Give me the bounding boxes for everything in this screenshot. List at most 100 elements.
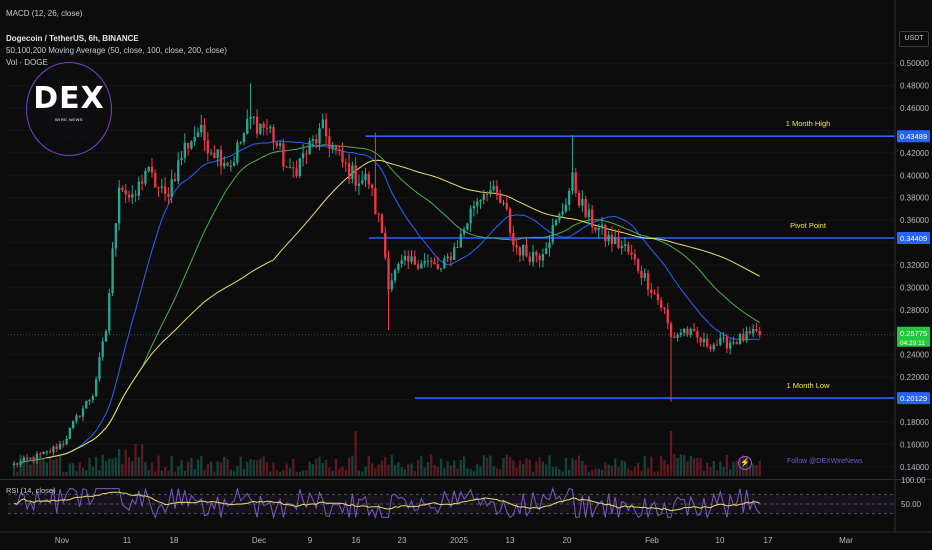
rsi-indicator-title[interactable]: RSI (14, close) <box>6 486 56 495</box>
volume-bar <box>492 466 495 476</box>
candle-body <box>666 309 669 324</box>
volume-bar <box>58 455 62 476</box>
candle-body <box>479 199 482 202</box>
candle-body <box>397 263 400 271</box>
candle-body <box>393 270 397 281</box>
volume-bar <box>85 469 88 476</box>
price-tick-label: 0.50000 <box>900 59 929 68</box>
volume-bar <box>584 464 587 476</box>
candle-body <box>324 119 328 137</box>
volume-bar <box>758 460 761 476</box>
volume-indicator-title[interactable]: Vol · DOGE <box>6 58 48 67</box>
volume-bar <box>42 458 45 476</box>
volume-bar <box>617 466 620 476</box>
ma-indicator-title[interactable]: 50,100,200 Moving Average (50, close, 10… <box>6 46 227 55</box>
volume-bar <box>656 471 660 476</box>
follow-text: Follow @DEXWireNews <box>787 458 863 465</box>
candle-body <box>699 337 702 343</box>
candle-body <box>719 337 722 345</box>
ma100-line <box>20 144 760 464</box>
candle-body <box>748 331 752 334</box>
candle-body <box>545 248 548 255</box>
candle-body <box>426 260 430 262</box>
volume-bar <box>393 464 397 476</box>
volume-bar <box>62 471 65 476</box>
candle-body <box>505 202 508 210</box>
candle-body <box>508 209 512 233</box>
candle-body <box>239 142 242 144</box>
candle-body <box>370 184 374 188</box>
volume-bar <box>229 469 232 476</box>
volume-bar <box>22 459 26 476</box>
volume-bar <box>295 471 298 476</box>
candle-body <box>163 186 167 194</box>
macd-indicator-title[interactable]: MACD (12, 26, close) <box>6 9 83 18</box>
volume-bar <box>591 469 594 476</box>
volume-bar <box>318 456 321 476</box>
volume-bar <box>351 455 354 476</box>
date-tick-label: Mar <box>839 536 853 545</box>
price-tick-label: 0.38000 <box>900 194 929 203</box>
volume-bar <box>499 469 502 476</box>
candle-body <box>433 262 436 265</box>
candle-body <box>515 245 518 248</box>
candle-body <box>91 396 94 401</box>
candle-body <box>413 256 416 265</box>
candle-body <box>48 451 52 453</box>
candle-body <box>12 463 16 466</box>
candle-body <box>416 264 420 269</box>
volume-bar <box>525 458 528 476</box>
candle-body <box>614 237 617 245</box>
volume-bar <box>140 444 144 476</box>
volume-bar <box>400 467 403 476</box>
volume-bar <box>505 454 508 476</box>
candle-body <box>594 226 597 231</box>
candle-body <box>518 247 522 256</box>
volume-bar <box>206 463 209 476</box>
volume-bar <box>597 468 600 476</box>
volume-bar <box>436 466 439 476</box>
volume-bar <box>571 458 574 476</box>
currency-button[interactable]: USDT <box>899 31 929 47</box>
candle-body <box>216 149 219 158</box>
volume-bar <box>232 471 236 476</box>
candle-body <box>42 451 45 455</box>
volume-bar <box>604 462 607 476</box>
volume-bar <box>581 460 584 476</box>
level-label: Pivot Point <box>790 221 827 230</box>
date-tick-label: 16 <box>352 536 361 545</box>
candle-body <box>568 190 571 205</box>
volume-bar <box>78 462 81 476</box>
volume-bar <box>587 471 591 476</box>
volume-bar <box>485 457 489 476</box>
volume-bar <box>48 455 52 476</box>
candle-body <box>400 260 403 264</box>
volume-bar <box>374 468 377 476</box>
candle-body <box>683 328 686 333</box>
candle-body <box>554 220 558 226</box>
level-tag-text: 0.43489 <box>900 132 927 141</box>
candle-body <box>489 189 492 195</box>
candle-body <box>623 244 627 246</box>
volume-bar <box>446 461 449 476</box>
volume-bar <box>344 470 347 476</box>
volume-bar <box>410 463 413 476</box>
volume-bar <box>574 460 577 476</box>
level-label: 1 Month Low <box>787 381 831 390</box>
candle-body <box>535 251 538 256</box>
candle-body <box>660 300 663 308</box>
price-tick-label: 0.32000 <box>900 261 929 270</box>
candle-body <box>219 149 223 167</box>
candle-body <box>22 457 26 462</box>
volume-bar <box>177 466 180 476</box>
logo-subtitle: WIRE NEWS <box>54 117 84 122</box>
candle-body <box>476 201 479 207</box>
candle-body <box>715 344 719 346</box>
volume-bar <box>341 466 344 476</box>
candle-body <box>495 185 499 196</box>
symbol-title[interactable]: Dogecoin / TetherUS, 6h, BINANCE <box>6 34 139 43</box>
candle-body <box>587 209 591 218</box>
volume-bar <box>676 457 679 476</box>
